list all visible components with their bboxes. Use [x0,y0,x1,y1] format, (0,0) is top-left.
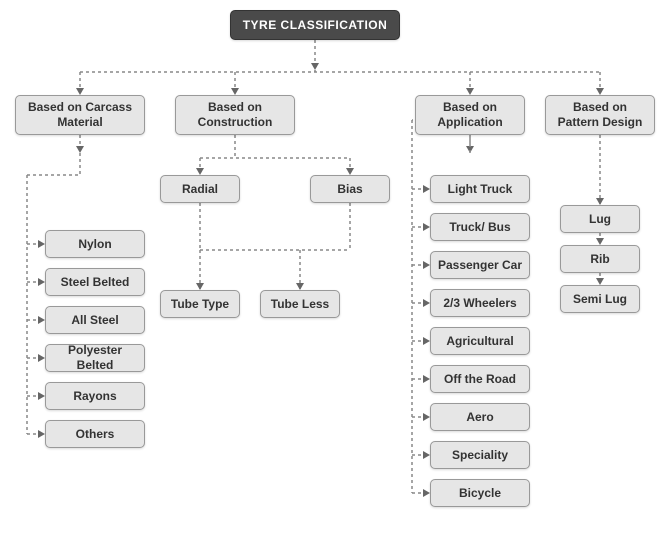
item-application-4: Agricultural [430,327,530,355]
node-radial: Radial [160,175,240,203]
node-tubetype: Tube Type [160,290,240,318]
item-application-1: Truck/ Bus [430,213,530,241]
item-application-8: Bicycle [430,479,530,507]
category-carcass: Based on Carcass Material [15,95,145,135]
item-application-3: 2/3 Wheelers [430,289,530,317]
root-node: TYRE CLASSIFICATION [230,10,400,40]
item-carcass-1: Steel Belted [45,268,145,296]
item-pattern-2: Semi Lug [560,285,640,313]
item-pattern-1: Rib [560,245,640,273]
category-application: Based on Application [415,95,525,135]
item-carcass-2: All Steel [45,306,145,334]
node-bias: Bias [310,175,390,203]
item-carcass-4: Rayons [45,382,145,410]
item-carcass-0: Nylon [45,230,145,258]
item-application-6: Aero [430,403,530,431]
item-application-7: Speciality [430,441,530,469]
item-application-0: Light Truck [430,175,530,203]
item-pattern-0: Lug [560,205,640,233]
category-pattern: Based on Pattern Design [545,95,655,135]
item-carcass-3: Polyester Belted [45,344,145,372]
node-tubeless: Tube Less [260,290,340,318]
item-application-5: Off the Road [430,365,530,393]
item-carcass-5: Others [45,420,145,448]
category-construction: Based on Construction [175,95,295,135]
item-application-2: Passenger Car [430,251,530,279]
